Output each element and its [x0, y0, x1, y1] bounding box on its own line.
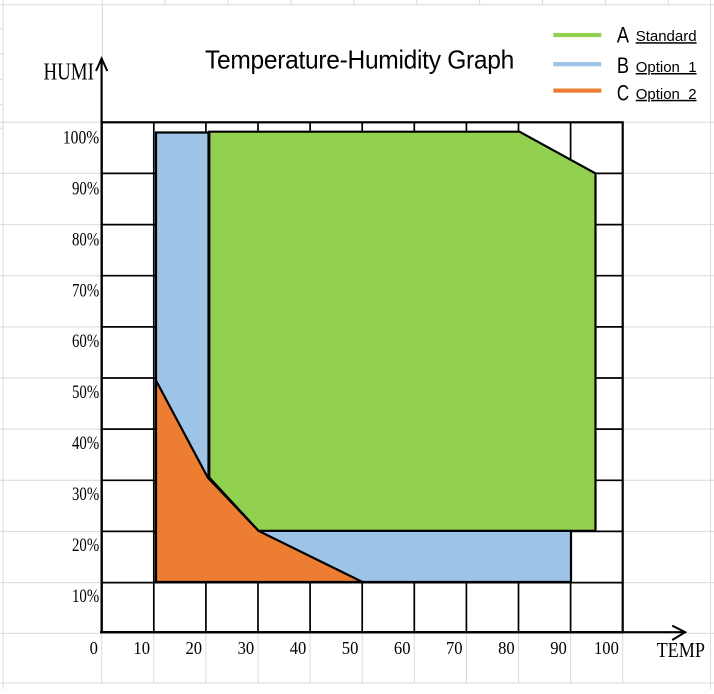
svg-text:80: 80 — [498, 638, 515, 658]
svg-text:50%: 50% — [72, 382, 99, 403]
svg-text:20: 20 — [186, 638, 203, 658]
svg-text:Option 1: Option 1 — [636, 59, 697, 76]
svg-text:20%: 20% — [72, 535, 99, 556]
svg-text:TEMP: TEMP — [657, 638, 705, 662]
svg-text:10: 10 — [133, 638, 150, 658]
svg-text:10%: 10% — [72, 586, 99, 607]
svg-text:Option 2: Option 2 — [636, 86, 697, 103]
svg-text:40: 40 — [290, 638, 307, 658]
svg-text:C: C — [617, 81, 629, 106]
svg-text:A: A — [617, 23, 629, 48]
svg-text:0: 0 — [90, 638, 99, 658]
svg-text:60%: 60% — [72, 331, 99, 352]
svg-text:Temperature-Humidity Graph: Temperature-Humidity Graph — [205, 45, 514, 75]
svg-text:70%: 70% — [72, 280, 99, 301]
svg-text:B: B — [617, 53, 629, 78]
svg-text:100%: 100% — [63, 128, 99, 149]
svg-text:HUMI: HUMI — [44, 59, 94, 85]
svg-text:30: 30 — [238, 638, 255, 658]
svg-text:50: 50 — [342, 638, 359, 658]
svg-text:80%: 80% — [72, 229, 99, 250]
svg-text:60: 60 — [394, 638, 411, 658]
svg-text:30%: 30% — [72, 484, 99, 505]
svg-text:70: 70 — [446, 638, 463, 658]
svg-text:100: 100 — [594, 638, 619, 658]
svg-text:Standard: Standard — [636, 28, 697, 45]
svg-text:90: 90 — [550, 638, 567, 658]
svg-text:90%: 90% — [72, 178, 99, 199]
svg-text:40%: 40% — [72, 433, 99, 454]
